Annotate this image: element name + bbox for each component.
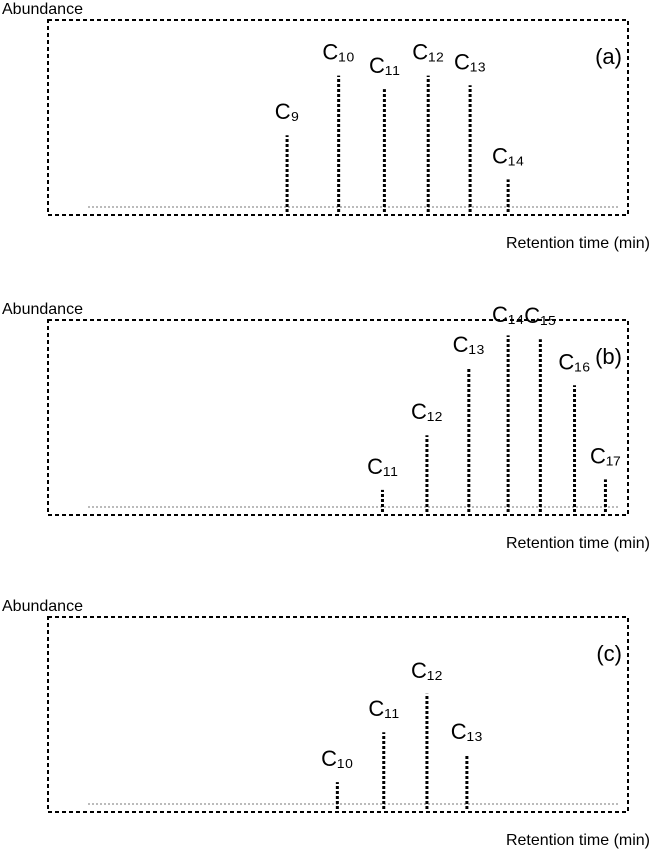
- plot-frame: [47, 19, 629, 216]
- plot-frame: [47, 616, 629, 813]
- panel-label: (b): [595, 344, 622, 369]
- peak-label: C₁₄: [492, 143, 524, 168]
- peak-label: C₁₃: [454, 49, 486, 74]
- peak-label: C₁₃: [453, 332, 485, 357]
- y-axis-label: Abundance: [2, 598, 83, 615]
- peak-label: C₁₅: [524, 303, 556, 328]
- peak-label: C₉: [275, 99, 300, 124]
- panel-label: (a): [595, 44, 622, 69]
- peak-label: C₁₇: [590, 443, 621, 468]
- y-axis-label: Abundance: [2, 301, 83, 318]
- x-axis-label: Retention time (min): [506, 832, 650, 849]
- peak-label: C₁₆: [558, 349, 590, 374]
- x-axis-label: Retention time (min): [506, 535, 650, 552]
- y-axis-label: Abundance: [2, 1, 83, 18]
- peak-label: C₁₁: [369, 53, 400, 78]
- peak-label: C₁₄: [492, 302, 524, 327]
- peak-label: C₁₁: [368, 696, 399, 721]
- peak-label: C₁₂: [412, 40, 444, 65]
- peak-label: C₁₃: [451, 719, 483, 744]
- panel-label: (c): [596, 641, 622, 666]
- peak-label: C₁₀: [322, 40, 354, 65]
- peak-label: C₁₀: [321, 746, 353, 771]
- plot-frame: [47, 319, 629, 516]
- peak-label: C₁₂: [411, 399, 443, 424]
- x-axis-label: Retention time (min): [506, 235, 650, 252]
- peak-label: C₁₁: [367, 454, 398, 479]
- peak-label: C₁₂: [411, 658, 443, 683]
